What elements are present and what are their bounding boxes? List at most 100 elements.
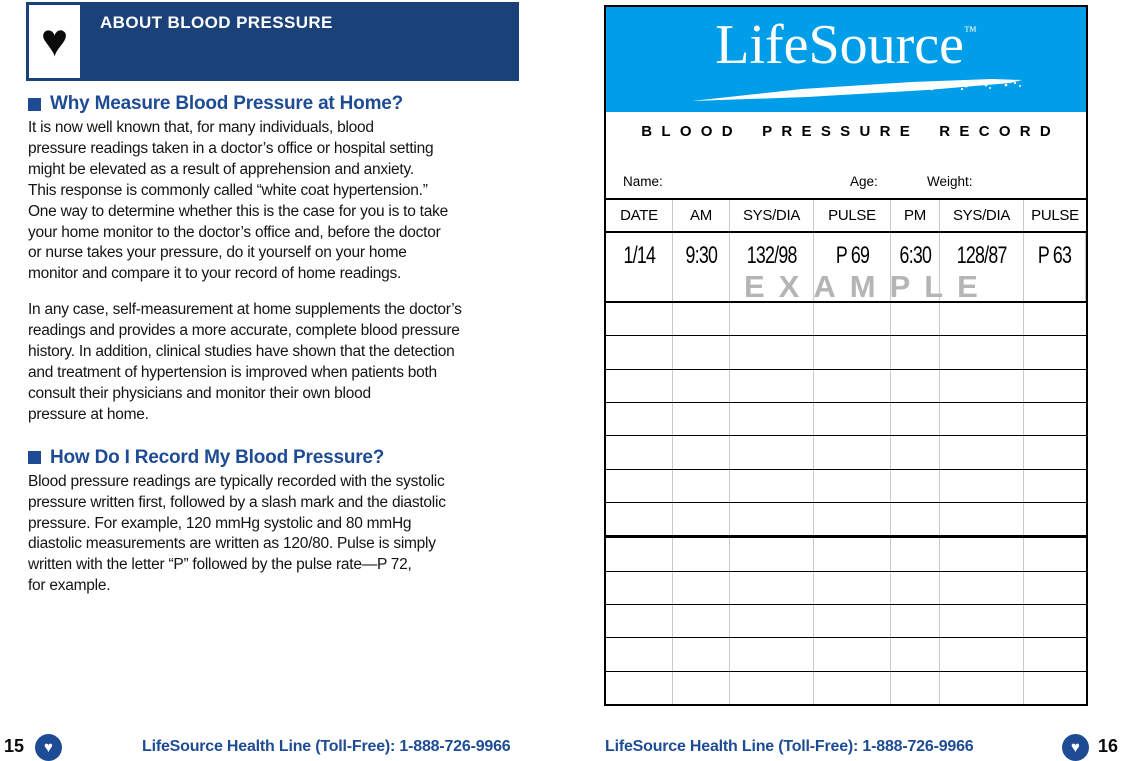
table-row	[606, 638, 1086, 672]
table-cell	[891, 604, 940, 638]
table-cell	[940, 402, 1024, 436]
column-header: SYS/DIA	[940, 200, 1024, 231]
example-cell: 1/14	[606, 233, 673, 301]
table-cell	[940, 671, 1024, 704]
table-cell	[673, 469, 730, 502]
name-label: Name:	[623, 174, 663, 189]
table-cell	[606, 402, 673, 436]
table-cell	[1024, 538, 1086, 570]
table-cell	[940, 571, 1024, 604]
table-cell	[940, 502, 1024, 536]
table-cell	[891, 369, 940, 402]
table-cell	[1024, 403, 1086, 435]
record-table-empty-rows	[606, 303, 1086, 704]
example-cell: 9:30	[673, 233, 730, 301]
chapter-title: ABOUT BLOOD PRESSURE	[100, 13, 333, 32]
table-row	[606, 538, 1086, 572]
table-cell	[606, 436, 673, 469]
left-page-content: Why Measure Blood Pressure at Home? It i…	[28, 93, 546, 612]
table-cell	[940, 538, 1024, 571]
table-row	[606, 303, 1086, 337]
table-row	[606, 571, 1086, 605]
chapter-header-bar: ABOUT BLOOD PRESSURE	[83, 2, 519, 81]
table-cell	[940, 638, 1024, 671]
table-cell	[940, 336, 1024, 369]
column-header: PULSE	[814, 200, 891, 231]
table-cell	[891, 436, 940, 469]
table-cell	[730, 336, 814, 369]
table-cell	[891, 538, 940, 571]
table-cell	[730, 671, 814, 704]
table-cell	[606, 604, 673, 638]
table-cell	[814, 638, 891, 671]
example-cell: 132/98	[730, 233, 814, 301]
table-cell	[891, 571, 940, 604]
table-cell	[673, 336, 730, 369]
table-row	[606, 436, 1086, 470]
table-cell	[891, 671, 940, 704]
table-row	[606, 336, 1086, 370]
manual-heart-logo: ♥	[26, 2, 83, 81]
table-cell	[814, 369, 891, 402]
paragraph: In any case, self-measurement at home su…	[28, 301, 462, 423]
table-cell	[814, 671, 891, 704]
table-cell	[940, 604, 1024, 638]
footer-health-line-left: LifeSource Health Line (Toll-Free): 1-88…	[142, 738, 511, 755]
table-cell	[730, 469, 814, 502]
table-cell	[1024, 470, 1086, 502]
section-heading-why-measure: Why Measure Blood Pressure at Home?	[28, 93, 546, 115]
table-cell	[606, 671, 673, 704]
table-row	[606, 502, 1086, 539]
section-heading-text: How Do I Record My Blood Pressure?	[50, 446, 385, 468]
table-cell	[814, 538, 891, 571]
table-row	[606, 402, 1086, 437]
example-cell: P 69	[814, 233, 891, 301]
table-row	[606, 469, 1086, 503]
patient-info-row: Name: Age: Weight:	[606, 150, 1086, 200]
column-header: DATE	[606, 200, 673, 231]
example-row: 1/14 9:30 132/98 P 69 6:30 128/87 P 63 E…	[606, 233, 1086, 304]
table-cell	[940, 469, 1024, 502]
section-heading-text: Why Measure Blood Pressure at Home?	[50, 93, 404, 114]
table-cell	[891, 402, 940, 436]
table-cell	[1024, 572, 1086, 604]
section-heading-how-record: How Do I Record My Blood Pressure?	[28, 447, 546, 469]
table-cell	[730, 604, 814, 638]
paragraph: It is now well known that, for many indi…	[28, 119, 448, 283]
heart-badge-right: ♥	[1062, 734, 1089, 761]
column-header: AM	[673, 200, 730, 231]
table-cell	[730, 369, 814, 402]
logo-swoosh-icon	[692, 79, 1022, 101]
trademark-symbol: ™	[964, 23, 977, 38]
table-cell	[606, 502, 673, 536]
column-header: PM	[891, 200, 940, 231]
paragraph: Blood pressure readings are typically re…	[28, 472, 446, 595]
table-row	[606, 671, 1086, 704]
example-watermark: EXAMPLE	[744, 269, 992, 304]
table-cell	[606, 369, 673, 402]
table-cell	[673, 638, 730, 671]
table-cell	[891, 469, 940, 502]
table-cell	[891, 336, 940, 369]
table-cell	[730, 502, 814, 536]
heart-icon: ♥	[40, 13, 69, 66]
table-row	[606, 604, 1086, 639]
age-label: Age:	[850, 174, 878, 189]
table-cell	[1024, 672, 1086, 704]
table-cell	[606, 336, 673, 369]
table-cell	[1024, 503, 1086, 535]
table-cell	[814, 303, 891, 336]
table-cell	[814, 604, 891, 638]
table-cell	[814, 402, 891, 436]
table-cell	[606, 538, 673, 571]
lifesource-logo-block: LifeSource™	[606, 7, 1086, 112]
table-cell	[1024, 436, 1086, 468]
page-number-right: 16	[1098, 736, 1119, 756]
table-cell	[940, 369, 1024, 402]
blood-pressure-record-card: LifeSource™ BLOOD PRESSURE RECORD Name: …	[604, 5, 1088, 706]
table-cell	[606, 469, 673, 502]
table-cell	[673, 369, 730, 402]
table-cell	[673, 538, 730, 571]
footer-health-line-right: LifeSource Health Line (Toll-Free): 1-88…	[605, 738, 974, 755]
table-cell	[606, 571, 673, 604]
